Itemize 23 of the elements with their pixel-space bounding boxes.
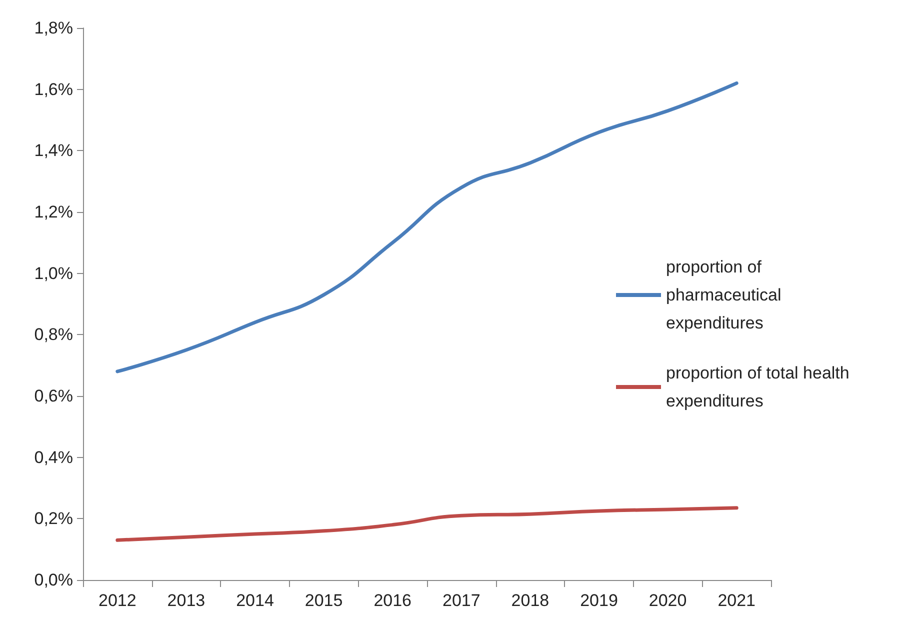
x-tick-label: 2021 bbox=[718, 591, 756, 610]
x-tick-label: 2016 bbox=[374, 591, 412, 610]
x-tick-label: 2013 bbox=[167, 591, 206, 610]
legend-label: proportion of total health expenditures bbox=[666, 364, 854, 410]
y-tick-label: 0,8% bbox=[34, 325, 73, 344]
y-tick-label: 0,6% bbox=[34, 386, 73, 406]
y-tick-label: 0,2% bbox=[34, 509, 73, 528]
x-tick-label: 2018 bbox=[511, 591, 550, 610]
y-tick-label: 1,0% bbox=[34, 264, 73, 283]
y-tick-label: 1,6% bbox=[34, 80, 73, 99]
x-tick-label: 2017 bbox=[442, 591, 480, 610]
line-series bbox=[116, 506, 738, 542]
x-tick-label: 2019 bbox=[580, 591, 618, 610]
x-tick-label: 2014 bbox=[236, 591, 274, 610]
y-tick-label: 1,2% bbox=[34, 202, 73, 222]
y-tick-label: 1,4% bbox=[34, 141, 73, 160]
x-tick-label: 2020 bbox=[648, 591, 687, 610]
x-tick-label: 2012 bbox=[98, 591, 136, 610]
y-tick-label: 0,4% bbox=[34, 448, 73, 467]
legend-label: proportion of pharmaceutical expenditures bbox=[666, 258, 786, 332]
y-tick-label: 0,0% bbox=[34, 570, 73, 590]
y-tick-label: 1,8% bbox=[34, 18, 73, 38]
x-tick-label: 2015 bbox=[304, 591, 343, 610]
